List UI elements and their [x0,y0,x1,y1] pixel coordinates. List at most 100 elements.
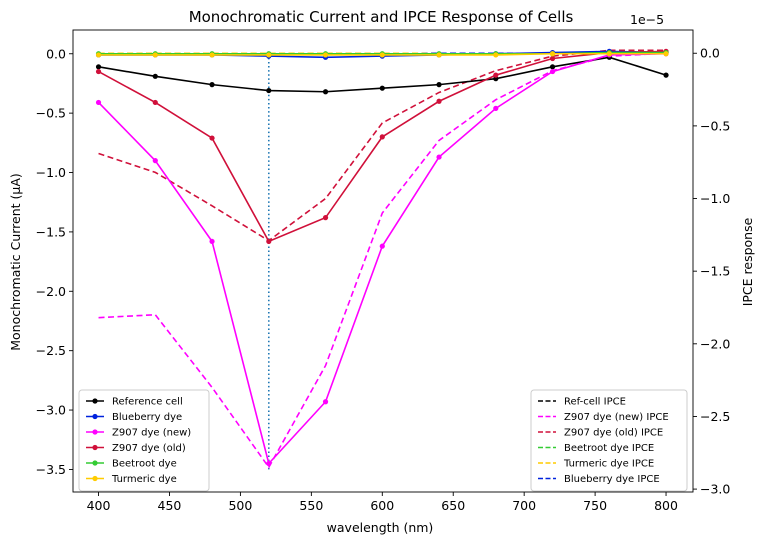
chart-title: Monochromatic Current and IPCE Response … [189,8,574,26]
x-tick-label: 750 [583,498,607,513]
data-point-reference-cell [209,82,215,88]
legend-label: Ref-cell IPCE [564,397,626,408]
legend-item-reference-cell: Reference cell [86,397,183,408]
legend-label: Z907 dye (new) IPCE [564,412,669,423]
data-point-z907-dye-new [95,99,102,106]
y-axis-right-title: IPCE response [740,217,755,306]
legend-item-turmeric-dye-ipce: Turmeric dye IPCE [538,459,654,470]
data-point-reference-cell [95,64,102,70]
y-right-tick-label: 0.0 [700,46,720,61]
data-point-z907-dye-new [266,460,272,467]
data-point-reference-cell [663,72,669,78]
plot-area [95,48,669,470]
legend-label: Beetroot dye IPCE [564,443,654,454]
data-point-turmeric-dye [152,52,158,58]
data-point-z907-dye-old [436,98,442,104]
data-point-turmeric-dye [436,52,442,58]
legend-label: Z907 dye (old) [112,443,186,454]
data-point-reference-cell [549,64,556,70]
data-point-z907-dye-old [266,238,272,245]
data-point-z907-dye-old [95,68,102,75]
legend-item-blueberry-dye: Blueberry dye [86,412,182,423]
data-point-z907-dye-old [549,55,556,62]
data-point-turmeric-dye [379,52,385,58]
data-point-z907-dye-old [379,134,385,140]
y-left-tick-label: −1.0 [36,165,66,180]
data-point-turmeric-dye [266,52,272,58]
data-point-z907-dye-new [379,243,385,249]
x-tick-label: 500 [228,498,252,513]
x-tick-label: 450 [158,498,182,513]
legend-label: Z907 dye (new) [112,428,191,439]
legend-item-z907-dye-old-ipce: Z907 dye (old) IPCE [538,428,663,439]
x-tick-label: 800 [654,498,678,513]
data-point-turmeric-dye [322,52,329,58]
axes: 400 450 500 550 600 650 700 750 800 0.0 −0.5 −1.0 −1… [36,29,730,513]
data-point-z907-dye-old [322,215,329,221]
data-point-z907-dye-old [209,135,215,141]
data-point-turmeric-dye [493,52,499,58]
y-left-tick-label: −1.5 [36,224,66,239]
y-left-tick-label: −0.5 [36,106,66,121]
y-left-tick-label: −2.5 [36,343,66,358]
y-right-tick-label: −3.0 [700,482,730,497]
legend-label: Reference cell [112,397,183,408]
legend-label: Beetroot dye [112,459,177,470]
legend-item-beetroot-dye-ipce: Beetroot dye IPCE [538,443,654,454]
x-tick-label: 650 [441,498,465,513]
legend-current: Reference cell Blueberry dye Z907 dye (new… [78,389,210,492]
x-axis-title: wavelength (nm) [327,520,434,535]
legend-box [530,389,688,492]
plot-frame [72,29,694,493]
data-point-z907-dye-new [209,238,215,245]
legend-swatch-marker [92,475,98,482]
legend-swatch-marker [92,398,98,404]
y-right-tick-label: −1.0 [700,191,730,206]
y-left-tick-label: −3.0 [36,403,66,418]
legend-item-z907-dye-old: Z907 dye (old) [86,443,186,454]
data-point-z907-dye-old [152,99,158,106]
legend-label: Turmeric dye IPCE [563,459,654,470]
legend-item-ref-cell-ipce: Ref-cell IPCE [538,397,626,408]
legend-box [78,389,210,492]
right-axis-offset-label: 1e−5 [630,12,664,27]
y-right-tick-label: −0.5 [700,118,730,133]
data-point-turmeric-dye [95,52,102,58]
data-point-turmeric-dye [663,51,669,57]
data-point-turmeric-dye [209,52,215,58]
plot-series-layer [95,48,669,470]
y-right-tick-label: −2.0 [700,336,730,351]
legend-item-beetroot-dye: Beetroot dye [86,459,177,470]
legend-item-z907-dye-new-ipce: Z907 dye (new) IPCE [538,412,669,423]
legend-label: Blueberry dye IPCE [564,474,660,485]
legend-swatch-marker [92,429,98,435]
data-point-reference-cell [152,73,158,79]
x-tick-label: 600 [370,498,394,513]
series-line-z907-dye-old-ipce [98,49,667,242]
y-right-tick-label: −1.5 [700,264,730,279]
data-point-z907-dye-new [436,154,442,160]
data-point-z907-dye-new [549,68,556,75]
data-point-reference-cell [436,82,442,88]
y-left-tick-label: −2.0 [36,284,66,299]
data-point-turmeric-dye [549,51,556,57]
legend-swatch-marker [92,444,98,451]
legend-swatch-marker [92,413,98,420]
y-axis-left-title: Monochromatic Current (μA) [8,173,23,351]
data-point-reference-cell [266,87,272,94]
legend-label: Z907 dye (old) IPCE [564,428,663,439]
data-point-turmeric-dye [606,51,612,57]
data-point-reference-cell [493,76,499,82]
legend-item-z907-dye-new: Z907 dye (new) [86,428,191,439]
y-right-tick-label: −2.5 [700,409,730,424]
x-tick-label: 400 [87,498,111,513]
x-tick-label: 550 [299,498,323,513]
legend-item-turmeric-dye: Turmeric dye [86,474,177,485]
data-point-reference-cell [322,89,329,95]
legend-label: Turmeric dye [111,474,177,485]
data-point-z907-dye-old [493,72,499,78]
x-tick-label: 700 [512,498,536,513]
data-point-z907-dye-new [322,399,329,405]
legend-swatch-marker [92,460,98,466]
legend-ipce: Ref-cell IPCE Z907 dye (new) IPCE Z907 dye… [530,389,688,492]
